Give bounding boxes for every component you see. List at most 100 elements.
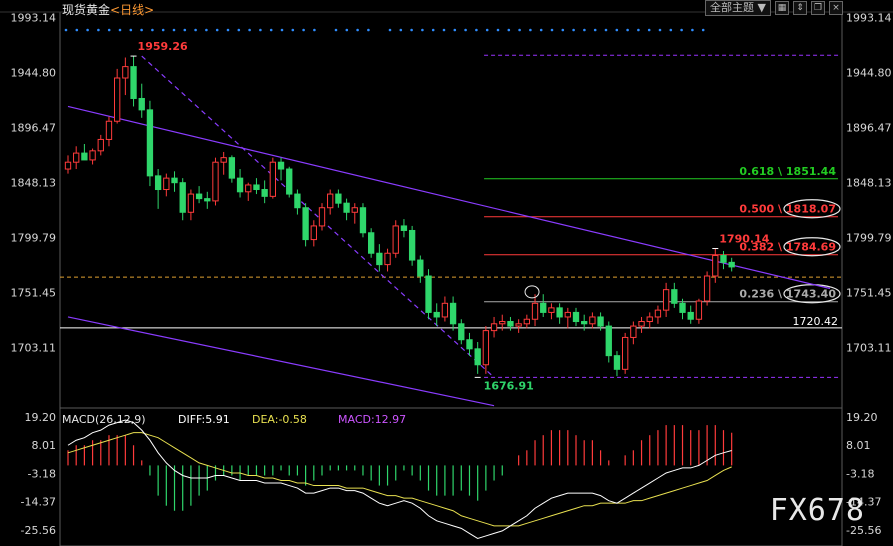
candle-body: [376, 252, 383, 266]
candle-body: [531, 302, 539, 320]
event-marker: [410, 28, 413, 32]
fib-highlight-ellipse: [783, 237, 841, 257]
event-marker: [226, 28, 230, 32]
candle-body: [130, 66, 137, 99]
candle-body: [408, 229, 416, 261]
candle-body: [671, 289, 678, 304]
candle-body: [187, 193, 195, 213]
event-marker: [259, 28, 262, 32]
candle-body: [97, 138, 104, 152]
candle-body: [318, 207, 326, 227]
macd-value-label: MACD:12.97: [338, 413, 406, 426]
y-tick-right: 1993.14: [846, 12, 892, 25]
y-tick-left: 1751.45: [11, 287, 57, 300]
restore-icon[interactable]: ❐: [811, 1, 825, 15]
candle-body: [499, 321, 506, 325]
candle-body: [638, 321, 645, 327]
period-label[interactable]: <日线>: [110, 3, 155, 17]
candle-body: [597, 316, 604, 327]
event-marker: [442, 28, 446, 32]
candle-body: [695, 300, 703, 320]
event-marker: [215, 28, 219, 32]
macd-y-tick-right: -25.56: [846, 524, 881, 537]
candle-body: [548, 307, 555, 313]
event-marker: [140, 28, 143, 32]
event-marker: [507, 28, 511, 32]
candle-body: [433, 311, 440, 318]
event-marker: [367, 28, 370, 32]
candle-body: [269, 161, 277, 197]
candle-body: [122, 66, 129, 79]
candle-body: [171, 177, 178, 184]
y-tick-left: 1848.13: [11, 177, 57, 190]
candle-body: [253, 184, 260, 191]
candle-body: [359, 207, 367, 234]
candle-body: [302, 207, 309, 241]
event-marker: [637, 28, 640, 32]
event-marker: [118, 28, 122, 32]
candle-body: [679, 302, 686, 313]
fib-level-label: 0.500 \ 1818.07: [739, 203, 836, 216]
event-marker: [464, 28, 467, 32]
candle-body: [146, 109, 154, 177]
candle-body: [261, 189, 268, 197]
theme-dropdown-label: 全部主题: [710, 1, 755, 14]
macd-diff-line: [67, 419, 732, 539]
macd-y-tick-left: -25.56: [21, 524, 56, 537]
chart-settings-icon[interactable]: ▦: [775, 1, 789, 15]
macd-histogram: [67, 425, 733, 511]
scale-icon[interactable]: ⇕: [793, 1, 807, 15]
macd-dea-label: DEA:-0.58: [252, 413, 307, 426]
candle-body: [728, 261, 735, 268]
macd-y-tick-right: -14.37: [846, 496, 881, 509]
extreme-price-label: 1676.91: [484, 379, 534, 392]
macd-title: MACD(26,12,9): [62, 413, 146, 426]
candle-body: [458, 323, 465, 341]
y-tick-left: 1993.14: [11, 12, 57, 25]
event-marker: [496, 28, 500, 32]
fib-level-label: 0.236 \ 1743.40: [739, 288, 836, 301]
candle-body: [523, 318, 531, 325]
candle-body: [343, 202, 350, 213]
event-marker: [518, 28, 521, 32]
candle-body: [212, 161, 219, 202]
event-marker: [237, 28, 241, 32]
y-tick-right: 1944.80: [846, 67, 892, 80]
candle-body: [646, 316, 653, 323]
event-marker: [561, 28, 565, 32]
event-marker: [75, 28, 79, 32]
candle-body: [367, 232, 375, 254]
candle-body: [294, 193, 301, 209]
macd-y-tick-right: 8.01: [846, 439, 871, 452]
event-marker: [280, 28, 284, 32]
trendline: [141, 55, 495, 378]
close-icon[interactable]: ×: [829, 1, 843, 15]
event-marker: [604, 28, 608, 32]
event-marker: [550, 28, 554, 32]
theme-dropdown[interactable]: 全部主题 ▼: [705, 0, 771, 16]
candle-body: [687, 311, 694, 320]
candle-body: [392, 225, 399, 254]
candle-body: [589, 316, 596, 325]
highlight-circle: [524, 285, 540, 299]
event-marker: [356, 28, 359, 32]
candle-body: [286, 168, 293, 195]
fib-level-label: 0.382 \ 1784.69: [739, 241, 836, 254]
y-tick-right: 1703.11: [846, 342, 892, 355]
trendline: [67, 105, 831, 290]
candle-body: [564, 311, 571, 318]
candle-body: [400, 225, 408, 231]
event-marker: [572, 28, 575, 32]
macd-y-tick-right: 19.20: [846, 411, 878, 424]
candle-body: [703, 275, 711, 302]
plot-frame: [59, 11, 843, 546]
macd-y-tick-left: 19.20: [25, 411, 57, 424]
candle-body: [89, 150, 96, 161]
event-marker-row: [64, 28, 705, 32]
candle-body: [154, 175, 162, 191]
candle-body: [204, 198, 211, 202]
macd-y-tick-right: -3.18: [846, 467, 874, 480]
candle-body: [245, 184, 252, 193]
candle-body: [277, 161, 285, 170]
event-marker: [64, 28, 68, 32]
